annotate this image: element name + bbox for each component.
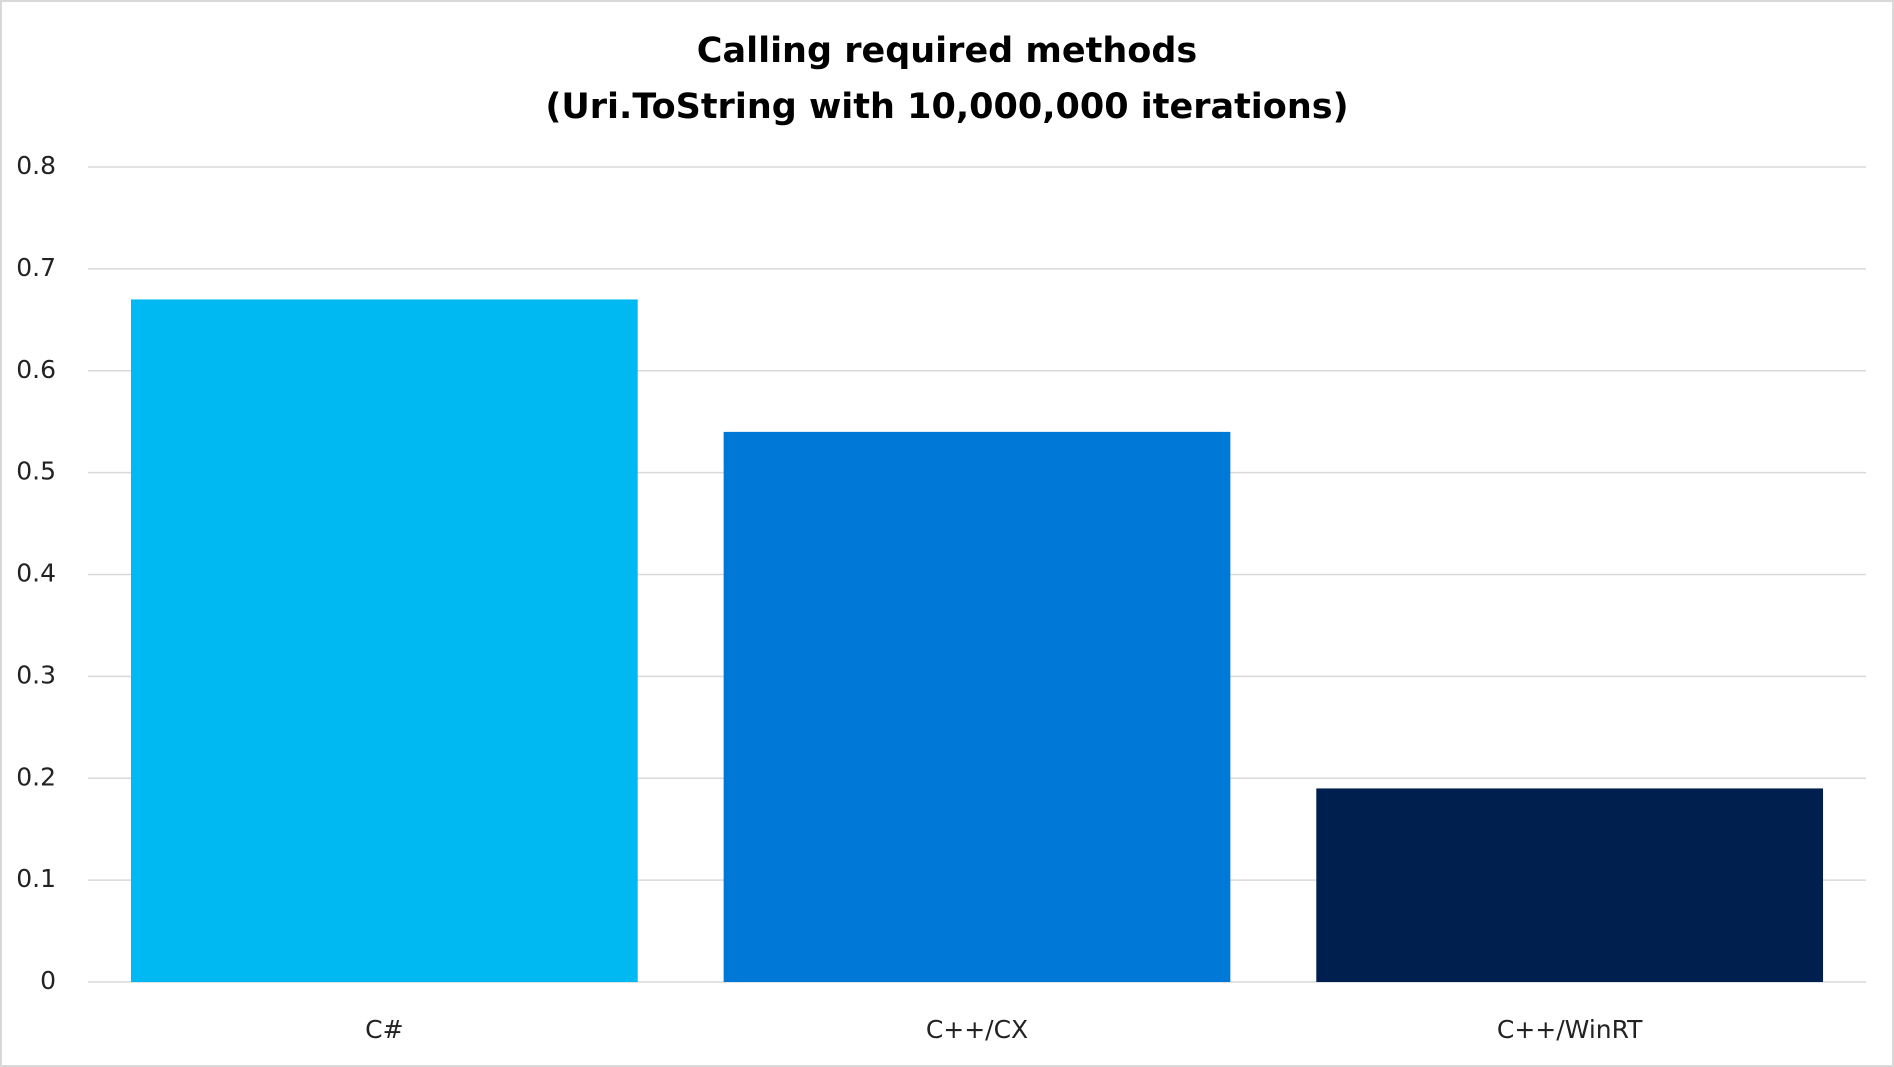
bar xyxy=(130,299,638,982)
y-tick-label: 0.8 xyxy=(16,151,56,180)
y-tick-label: 0.3 xyxy=(16,660,56,689)
y-tick-label: 0.1 xyxy=(16,864,56,893)
y-tick-label: 0.4 xyxy=(16,559,56,588)
bar xyxy=(723,431,1231,982)
chart-title: Calling required methods xyxy=(697,31,1197,71)
x-tick-label: C# xyxy=(365,1015,403,1044)
y-tick-label: 0 xyxy=(40,966,56,995)
bar xyxy=(1316,788,1824,982)
chart-subtitle: (Uri.ToString with 10,000,000 iterations… xyxy=(545,87,1348,127)
x-tick-label: C++/WinRT xyxy=(1497,1015,1643,1044)
x-tick-label: C++/CX xyxy=(926,1015,1028,1044)
y-tick-label: 0.5 xyxy=(16,457,56,486)
y-tick-label: 0.7 xyxy=(16,253,56,282)
y-tick-label: 0.2 xyxy=(16,762,56,791)
y-tick-label: 0.6 xyxy=(16,355,56,384)
